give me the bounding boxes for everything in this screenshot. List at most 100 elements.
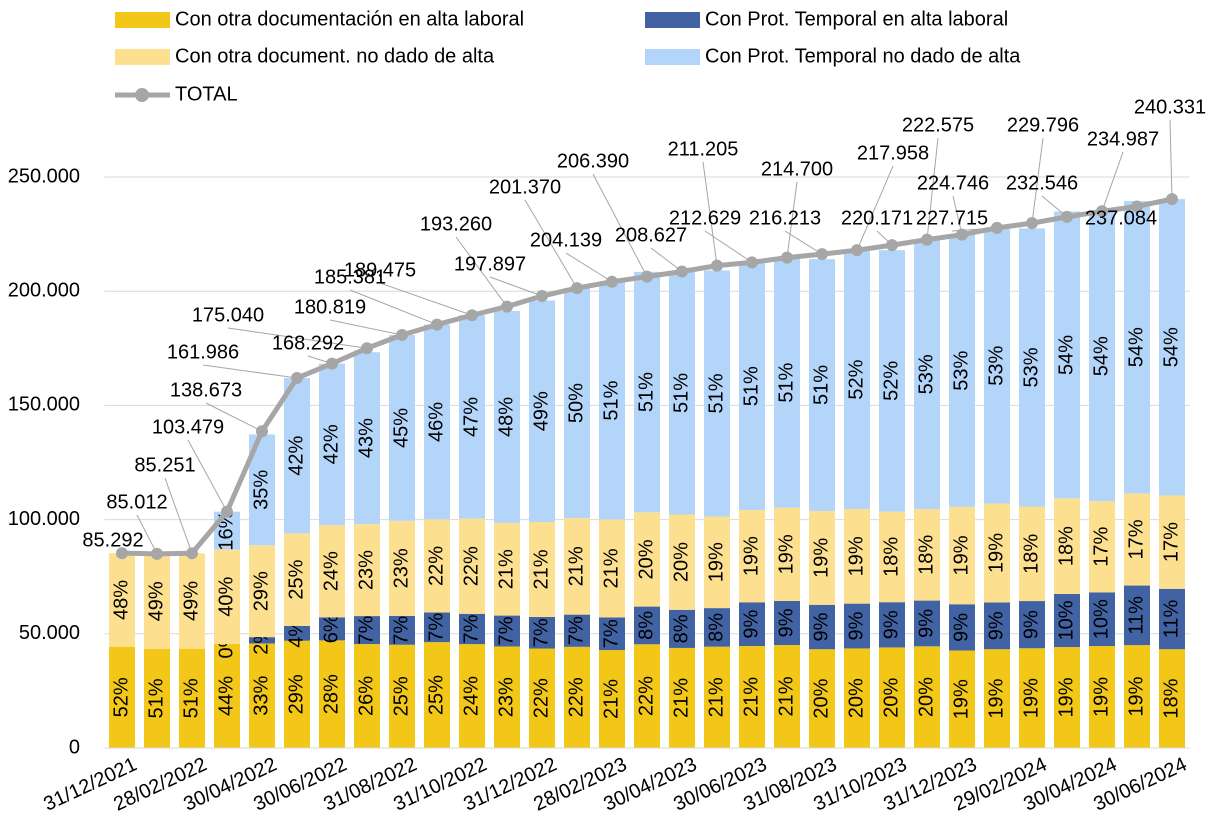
leader-line	[202, 364, 298, 379]
bar-segment	[1054, 498, 1080, 594]
bar-value-label: 40%	[215, 577, 237, 617]
bar-value-label: 7%	[565, 616, 587, 645]
bar-value-label: 19%	[985, 533, 1007, 573]
leader-line	[565, 252, 613, 283]
bar-segment	[109, 646, 135, 748]
leader-line	[952, 195, 963, 235]
bar-segment	[1124, 585, 1150, 646]
total-marker	[851, 244, 863, 257]
bar-value-label: 7%	[530, 618, 552, 647]
total-value-label: 217.958	[857, 142, 929, 164]
bar-segment	[1159, 588, 1185, 650]
y-tick-label: 100.000	[8, 508, 80, 530]
bar-value-label: 10%	[1055, 600, 1077, 640]
bar-value-label: 9%	[1020, 610, 1042, 639]
leader-line	[136, 514, 158, 555]
bar-value-label: 54%	[1160, 327, 1182, 367]
bar-value-label: 43%	[355, 418, 377, 458]
bar-segment	[704, 608, 730, 647]
total-marker	[431, 318, 443, 331]
leader-line	[1169, 119, 1173, 200]
bar-segment	[914, 600, 940, 647]
bar-segment	[459, 518, 485, 614]
bar-segment	[494, 615, 520, 647]
bar-segment	[634, 271, 660, 513]
bar-segment	[1124, 493, 1150, 586]
bar-value-label: 8%	[705, 613, 727, 642]
bar-segment	[599, 519, 625, 618]
bar-value-label: 21%	[565, 546, 587, 586]
bar-value-label: 51%	[810, 365, 832, 405]
bar-value-label: 53%	[1020, 347, 1042, 387]
bar-value-label: 53%	[985, 345, 1007, 385]
legend-swatch	[115, 12, 170, 28]
bar-value-label: 53%	[915, 354, 937, 394]
bar-segment	[1054, 211, 1080, 499]
bar-segment	[1019, 506, 1045, 602]
bar-segment	[879, 647, 905, 748]
bar-segment	[984, 649, 1010, 748]
bar-segment	[494, 646, 520, 748]
legend-label: Con otra document. no dado de alta	[175, 45, 495, 67]
bar-value-label: 20%	[845, 678, 867, 718]
bar-value-label: 21%	[670, 678, 692, 718]
bar-segment	[459, 315, 485, 519]
bar-segment	[949, 506, 975, 605]
bar-segment	[214, 549, 240, 645]
bar-segment	[634, 512, 660, 607]
bar-segment	[389, 335, 415, 521]
bar-segment	[564, 614, 590, 647]
leader-line	[926, 137, 939, 240]
bar-value-label: 9%	[880, 610, 902, 639]
bar-segment	[1089, 592, 1115, 647]
bar-value-label: 46%	[425, 402, 447, 442]
bar-value-label: 17%	[1125, 519, 1147, 559]
bar-value-label: 51%	[705, 373, 727, 413]
bar-value-label: 42%	[285, 435, 307, 475]
bar-value-label: 49%	[180, 581, 202, 621]
bar-value-label: 23%	[495, 677, 517, 717]
bar-segment	[144, 648, 170, 748]
bar-segment	[739, 646, 765, 748]
bar-value-label: 52%	[845, 359, 867, 399]
y-tick-label: 50.000	[19, 622, 80, 644]
bar-segment	[599, 617, 625, 651]
bar-segment	[564, 288, 590, 519]
bar-value-label: 11%	[1160, 600, 1182, 639]
total-marker	[291, 372, 303, 385]
bar-segment	[354, 524, 380, 617]
total-value-label: 216.213	[749, 207, 821, 229]
total-value-label: 161.986	[167, 341, 239, 363]
total-value-label: 175.040	[192, 304, 264, 326]
bar-segment	[1124, 201, 1150, 494]
leader-line	[164, 477, 193, 554]
total-value-label: 85.012	[106, 491, 167, 513]
total-value-label: 206.390	[557, 150, 629, 172]
bar-value-label: 6%	[320, 614, 342, 643]
bar-segment	[284, 533, 310, 626]
total-marker	[221, 505, 233, 518]
y-tick-label: 200.000	[8, 279, 80, 301]
bar-value-label: 22%	[530, 678, 552, 718]
total-marker	[1166, 193, 1178, 206]
bar-value-label: 18%	[880, 537, 902, 577]
total-value-label: 204.139	[530, 229, 602, 251]
bar-value-label: 21%	[740, 677, 762, 717]
bar-value-label: 48%	[110, 580, 132, 620]
bar-segment	[424, 519, 450, 613]
bar-value-label: 7%	[495, 616, 517, 645]
bar-value-label: 44%	[215, 676, 237, 716]
total-value-label: 189.475	[344, 259, 416, 281]
bar-value-label: 19%	[985, 678, 1007, 718]
leader-line	[592, 173, 648, 277]
total-value-label: 211.205	[668, 138, 739, 160]
total-marker	[676, 265, 688, 278]
bar-value-label: 49%	[530, 391, 552, 431]
bar-value-label: 33%	[250, 676, 272, 716]
bar-value-label: 19%	[1020, 678, 1042, 718]
bar-segment	[354, 616, 380, 645]
bar-value-label: 48%	[495, 397, 517, 437]
total-value-label: 240.331	[1134, 96, 1206, 118]
bar-segment	[809, 510, 835, 605]
